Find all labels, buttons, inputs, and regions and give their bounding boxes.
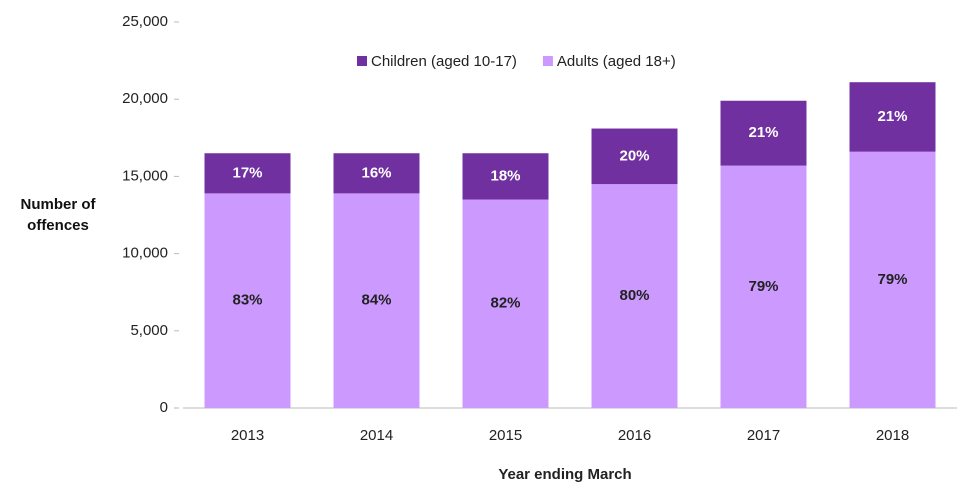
x-tick-label: 2016 bbox=[618, 427, 651, 444]
y-tick-label: 10,000 bbox=[122, 245, 168, 262]
y-tick-label: 5,000 bbox=[130, 322, 168, 339]
bar-segment bbox=[462, 199, 549, 408]
bar-segment bbox=[462, 153, 549, 200]
y-tick-label: 0 bbox=[160, 399, 168, 416]
x-tick-label: 2013 bbox=[231, 427, 264, 444]
data-label: 16% bbox=[361, 164, 391, 181]
data-label: 21% bbox=[877, 108, 907, 125]
y-tick-label: 25,000 bbox=[122, 13, 168, 30]
legend-label: Adults (aged 18+) bbox=[557, 53, 676, 70]
bar-segment bbox=[204, 153, 291, 194]
data-label: 80% bbox=[619, 287, 649, 304]
legend-swatch bbox=[542, 56, 553, 66]
x-axis-title: Year ending March bbox=[498, 466, 631, 483]
data-label: 84% bbox=[361, 292, 391, 309]
data-label: 21% bbox=[748, 124, 778, 141]
bar-segment bbox=[333, 193, 420, 408]
y-tick-label: 20,000 bbox=[122, 90, 168, 107]
data-label: 17% bbox=[232, 164, 262, 181]
y-axis-title: Number of offences bbox=[20, 196, 96, 234]
data-label: 79% bbox=[748, 278, 778, 295]
x-tick-label: 2017 bbox=[747, 427, 780, 444]
bar-segment bbox=[204, 193, 291, 408]
bar-segment bbox=[720, 100, 807, 166]
bar-segment bbox=[849, 151, 936, 409]
data-label: 82% bbox=[490, 295, 520, 312]
data-label: 83% bbox=[232, 292, 262, 309]
data-label: 18% bbox=[490, 167, 520, 184]
bar-segment bbox=[333, 153, 420, 194]
y-tick-label: 15,000 bbox=[122, 167, 168, 184]
x-tick-label: 2014 bbox=[360, 427, 393, 444]
bar-segment bbox=[591, 184, 678, 408]
x-tick-label: 2015 bbox=[489, 427, 522, 444]
bar-segment bbox=[849, 82, 936, 152]
bar-segment bbox=[720, 165, 807, 408]
legend-swatch bbox=[357, 56, 367, 66]
data-label: 20% bbox=[619, 147, 649, 164]
bar-segment bbox=[591, 128, 678, 185]
legend-label: Children (aged 10-17) bbox=[371, 53, 517, 70]
data-label: 79% bbox=[877, 271, 907, 288]
x-tick-label: 2018 bbox=[876, 427, 909, 444]
